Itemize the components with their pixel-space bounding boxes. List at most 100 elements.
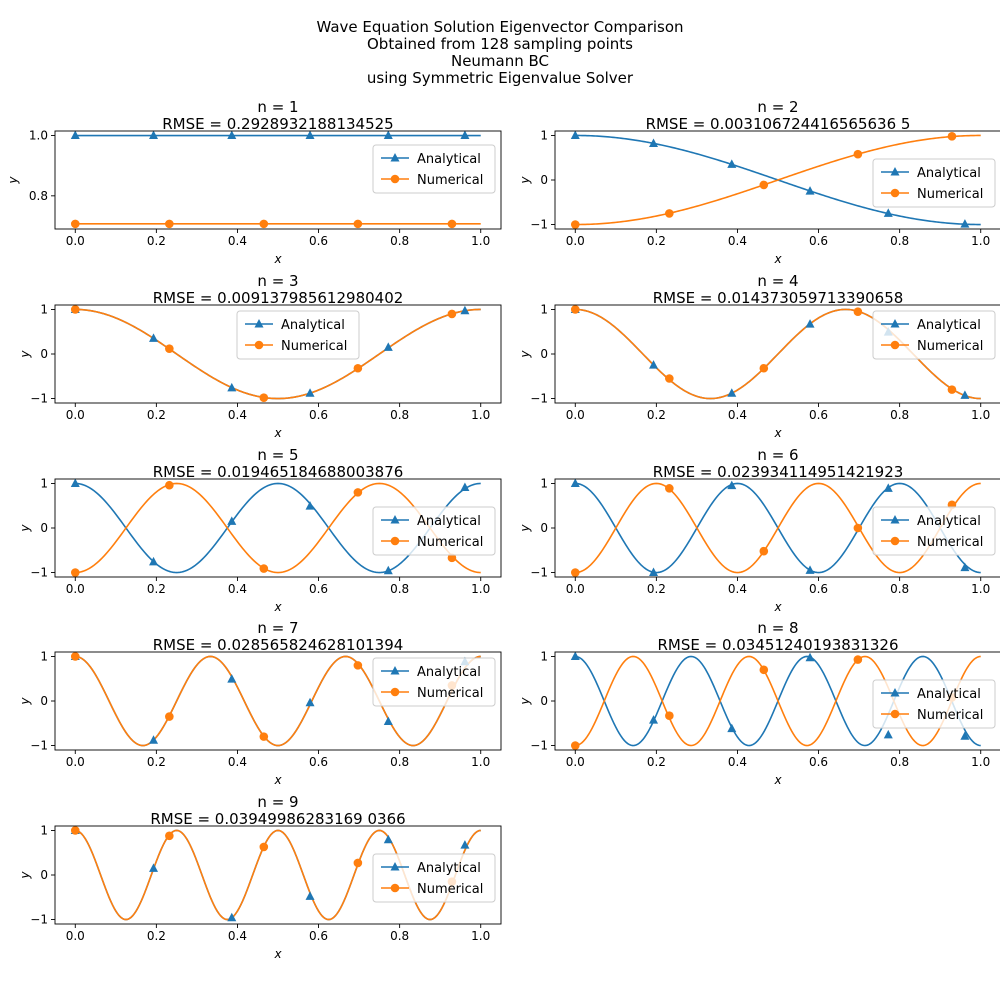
- data-point-analytical: [305, 891, 315, 900]
- x-tick-label: 0.2: [147, 929, 166, 943]
- data-point-analytical: [460, 305, 470, 315]
- data-point-numerical: [165, 219, 174, 229]
- data-point-numerical: [70, 826, 80, 835]
- data-point-numerical: [165, 344, 174, 353]
- legend-label-numerical: Numerical: [417, 882, 483, 897]
- data-point-numerical: [70, 219, 80, 229]
- y-tick-label: −1: [530, 566, 548, 580]
- legend: Analytical Numerical: [236, 310, 360, 360]
- x-tick-label: 0.2: [647, 755, 666, 769]
- data-point-numerical: [447, 309, 457, 319]
- y-tick-label: −1: [30, 566, 48, 580]
- data-point-numerical: [665, 711, 674, 720]
- x-tick-label: 1.0: [971, 755, 990, 769]
- x-tick-label: 0.4: [728, 408, 747, 422]
- data-point-analytical: [727, 159, 737, 168]
- data-point-numerical: [665, 484, 674, 493]
- subplot-title: n = 4: [757, 272, 798, 290]
- data-point-analytical: [149, 735, 159, 744]
- legend-label-analytical: Analytical: [917, 687, 981, 702]
- y-axis-label: y: [18, 697, 32, 706]
- x-axis-label: x: [773, 252, 782, 266]
- data-point-numerical: [853, 523, 863, 533]
- subplot-title: n = 1: [257, 98, 298, 116]
- y-tick-label: 1: [40, 476, 48, 490]
- series-lines: [575, 655, 981, 747]
- data-point-numerical: [947, 385, 957, 394]
- legend-box: [872, 158, 996, 208]
- x-tick-label: 0.6: [809, 582, 828, 596]
- y-axis: −1 0 1 y: [18, 823, 55, 927]
- data-point-analytical: [149, 863, 159, 872]
- x-tick-label: 1.0: [471, 755, 490, 769]
- data-point-numerical: [70, 568, 80, 577]
- subplot-rmse: RMSE = 0.003106724416565636 5: [646, 115, 911, 133]
- data-point-numerical: [353, 219, 363, 229]
- y-axis: −1 0 1 y: [18, 302, 55, 406]
- legend-label-analytical: Analytical: [917, 166, 981, 181]
- legend-label-numerical: Numerical: [917, 535, 983, 550]
- y-axis: −1 0 1 y: [518, 128, 555, 232]
- data-point-numerical: [70, 305, 80, 314]
- data-point-numerical: [759, 180, 769, 190]
- subplot-title: n = 2: [757, 98, 798, 116]
- x-tick-label: 0.4: [228, 929, 247, 943]
- legend-box: [372, 506, 496, 556]
- data-point-analytical: [227, 382, 237, 392]
- legend-label-numerical: Numerical: [917, 708, 983, 723]
- y-axis: −1 0 1 y: [18, 649, 55, 753]
- subplot-rmse: RMSE = 0.03451240193831326: [657, 636, 898, 654]
- y-tick-label: 1: [540, 128, 548, 142]
- legend-marker-numerical: [390, 536, 400, 546]
- legend: Analytical Numerical: [872, 506, 996, 556]
- x-tick-label: 1.0: [971, 408, 990, 422]
- legend-marker-analytical: [890, 688, 900, 697]
- y-axis: −1 0 1 y: [518, 302, 555, 406]
- data-point-analytical: [570, 130, 580, 139]
- data-point-numerical: [353, 488, 363, 497]
- figure-title: Wave Equation Solution Eigenvector Compa…: [316, 18, 683, 87]
- legend: Analytical Numerical: [872, 310, 996, 360]
- legend: Analytical Numerical: [372, 506, 496, 556]
- subplot-title: n = 3: [257, 272, 298, 290]
- subplot-rmse: RMSE = 0.2928932188134525: [162, 115, 393, 133]
- x-tick-label: 0.2: [147, 408, 166, 422]
- data-point-analytical: [149, 130, 159, 140]
- legend-label-numerical: Numerical: [417, 535, 483, 550]
- data-point-numerical: [853, 307, 863, 316]
- data-point-numerical: [853, 655, 863, 664]
- data-point-numerical: [570, 305, 580, 314]
- y-tick-label: −1: [30, 739, 48, 753]
- data-point-analytical: [383, 342, 393, 351]
- x-tick-label: 1.0: [471, 929, 490, 943]
- subplot-rmse: RMSE = 0.014373059713390658: [653, 289, 904, 307]
- data-point-numerical: [259, 393, 269, 402]
- data-point-numerical: [853, 149, 863, 159]
- series-markers-analytical: [570, 651, 970, 740]
- x-tick-label: 0.8: [890, 234, 909, 248]
- x-axis: 0.0 0.2 0.4 0.6 0.8 1.0 x: [66, 229, 490, 266]
- data-point-analytical: [383, 834, 393, 844]
- y-tick-label: 0: [40, 347, 48, 361]
- y-tick-label: 1: [540, 476, 548, 490]
- legend-marker-numerical: [390, 883, 400, 893]
- series-line-numerical: [75, 482, 481, 574]
- data-point-analytical: [149, 556, 159, 566]
- series-line-numerical: [575, 655, 981, 747]
- data-point-analytical: [960, 731, 970, 740]
- subplot-rmse: RMSE = 0.028565824628101394: [153, 636, 404, 654]
- y-tick-label: −1: [530, 392, 548, 406]
- x-tick-label: 0.0: [66, 408, 85, 422]
- legend-label-analytical: Analytical: [281, 318, 345, 333]
- data-point-analytical: [227, 912, 237, 922]
- y-tick-label: 1: [540, 649, 548, 663]
- x-axis-label: x: [273, 252, 282, 266]
- data-point-numerical: [759, 546, 769, 556]
- data-point-numerical: [353, 858, 363, 868]
